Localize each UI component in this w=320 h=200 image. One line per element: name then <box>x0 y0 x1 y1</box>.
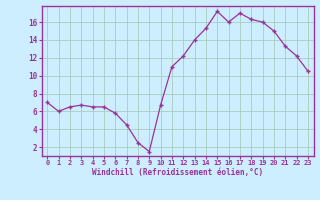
X-axis label: Windchill (Refroidissement éolien,°C): Windchill (Refroidissement éolien,°C) <box>92 168 263 177</box>
